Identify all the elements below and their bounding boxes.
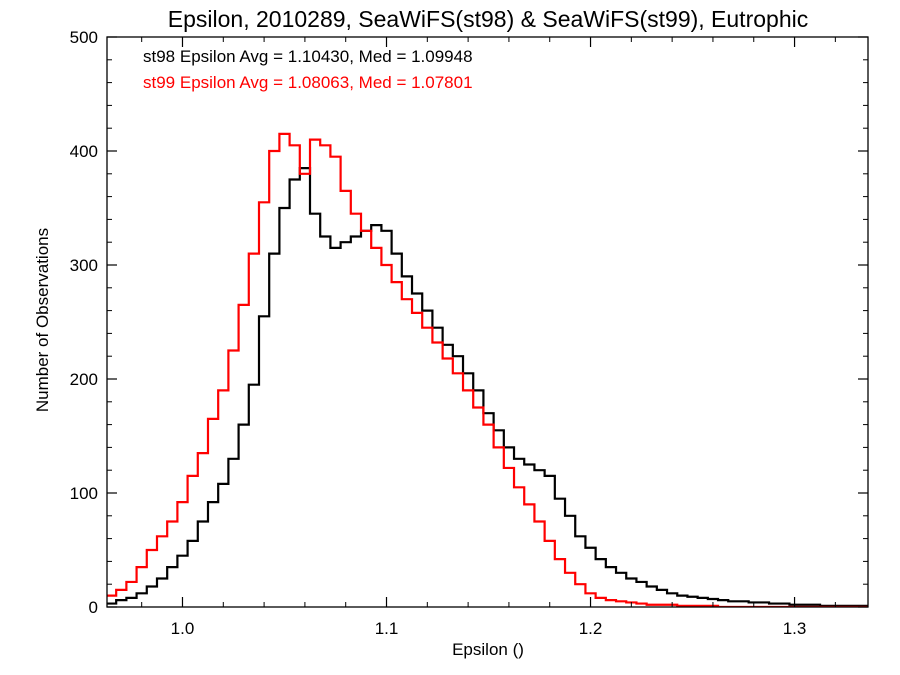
series-1-line (107, 132, 868, 607)
x-tick-label: 1.2 (579, 619, 603, 638)
y-tick-label: 300 (70, 256, 98, 275)
y-tick-label: 100 (70, 484, 98, 503)
x-tick-label: 1.1 (375, 619, 399, 638)
y-tick-label: 0 (89, 598, 98, 617)
plot-frame (106, 36, 869, 608)
series-group (107, 132, 868, 607)
y-tick-label: 200 (70, 370, 98, 389)
y-axis-label: Number of Observations (33, 228, 52, 412)
chart-title: Epsilon, 2010289, SeaWiFS(st98) & SeaWiF… (168, 6, 808, 32)
y-tick-label: 400 (70, 142, 98, 161)
x-tick-label: 1.0 (171, 619, 195, 638)
annotation-st99: st99 Epsilon Avg = 1.08063, Med = 1.0780… (143, 73, 473, 92)
annotation-st98: st98 Epsilon Avg = 1.10430, Med = 1.0994… (143, 47, 473, 66)
x-axis-label: Epsilon () (452, 640, 524, 659)
y-tick-label: 500 (70, 28, 98, 47)
x-tick-label: 1.3 (783, 619, 807, 638)
